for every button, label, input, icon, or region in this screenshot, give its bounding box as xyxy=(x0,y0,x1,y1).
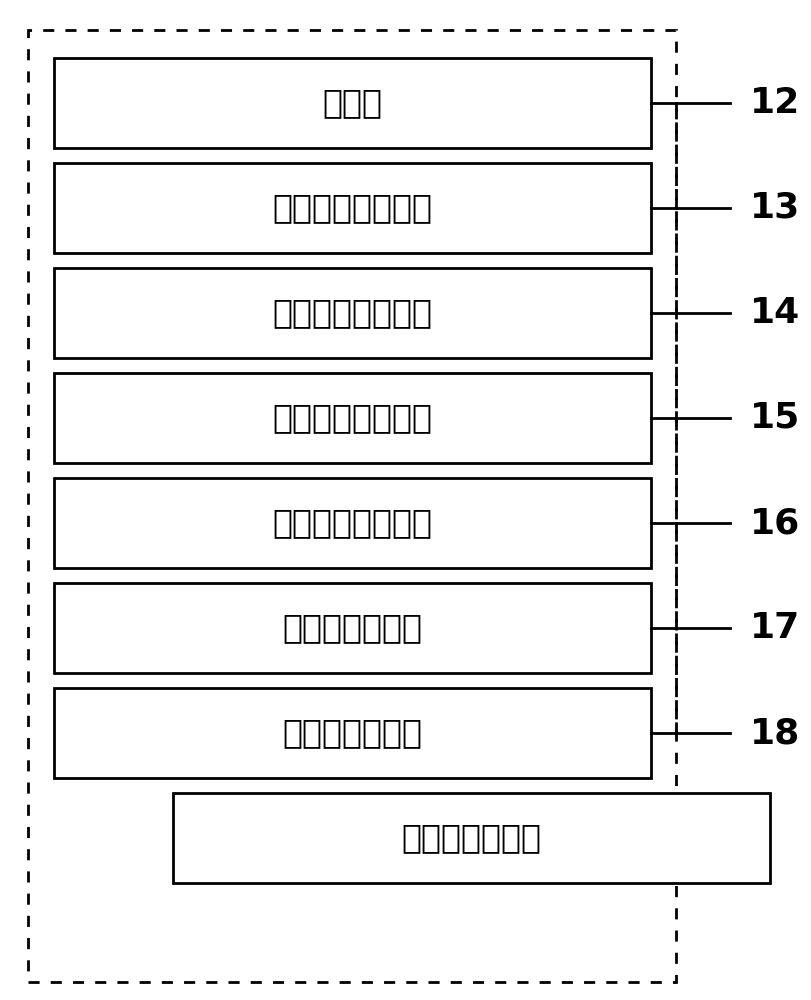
Text: 18: 18 xyxy=(750,716,800,750)
FancyBboxPatch shape xyxy=(54,688,651,778)
Text: 光伏发电电量占比: 光伏发电电量占比 xyxy=(272,192,433,225)
Text: 碳标签发送区域: 碳标签发送区域 xyxy=(283,716,423,750)
Text: 碳标签数据格式: 碳标签数据格式 xyxy=(401,822,541,854)
Text: 碳标签来源区域: 碳标签来源区域 xyxy=(283,611,423,645)
Text: 水力发电电量占比: 水力发电电量占比 xyxy=(272,401,433,434)
Text: 风力发电电量占比: 风力发电电量占比 xyxy=(272,296,433,330)
FancyBboxPatch shape xyxy=(54,163,651,253)
FancyBboxPatch shape xyxy=(54,583,651,673)
FancyBboxPatch shape xyxy=(54,373,651,463)
Text: 12: 12 xyxy=(750,86,800,120)
Text: 总电量: 总电量 xyxy=(323,87,383,119)
Text: 14: 14 xyxy=(750,296,800,330)
Text: 16: 16 xyxy=(750,506,800,540)
FancyBboxPatch shape xyxy=(54,268,651,358)
FancyBboxPatch shape xyxy=(54,58,651,148)
FancyBboxPatch shape xyxy=(173,793,770,883)
Text: 13: 13 xyxy=(750,191,800,225)
Text: 核能发电电量占比: 核能发电电量占比 xyxy=(272,506,433,540)
Text: 15: 15 xyxy=(750,401,800,435)
FancyBboxPatch shape xyxy=(54,478,651,568)
Text: 17: 17 xyxy=(750,611,800,645)
